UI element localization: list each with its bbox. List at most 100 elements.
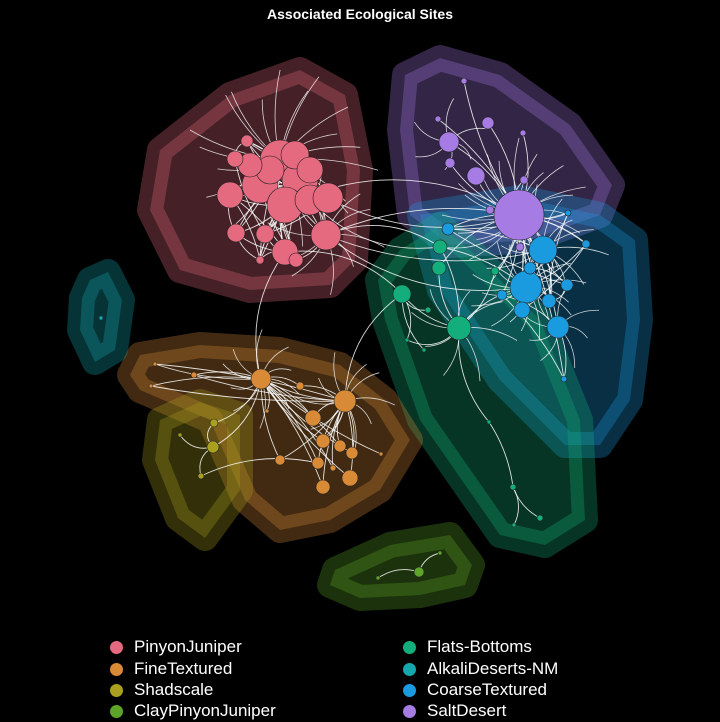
edge (325, 234, 544, 262)
node-coarsetextured (581, 239, 591, 249)
edge (260, 378, 334, 469)
node-flats-bottoms (424, 306, 432, 314)
node-shadscale (209, 418, 219, 428)
node-shadscale (197, 472, 205, 480)
node-shadscale (177, 432, 183, 438)
node-flats-bottoms (446, 315, 472, 341)
node-saltdesert (438, 131, 460, 153)
edge (260, 378, 324, 488)
node-claypinyonjuniper (437, 550, 443, 556)
node-flats-bottoms (509, 483, 517, 491)
node-saltdesert (481, 116, 495, 130)
node-coarsetextured (564, 209, 572, 217)
legend-dot-claypinyonjuniper (110, 704, 123, 718)
node-coarsetextured (528, 235, 558, 265)
node-pinyonjuniper (240, 134, 254, 148)
node-finetextured (274, 454, 286, 466)
node-saltdesert (444, 157, 456, 169)
node-coarsetextured (441, 222, 455, 236)
node-claypinyonjuniper (375, 575, 381, 581)
legend-dot-shadscale (110, 683, 123, 697)
node-finetextured (311, 456, 325, 470)
legend-item-saltdesert: SaltDesert (401, 700, 506, 722)
node-saltdesert (519, 175, 529, 185)
node-finetextured (378, 451, 384, 457)
legend-label: CoarseTextured (427, 680, 548, 699)
node-flats-bottoms (490, 266, 500, 276)
hull-claypinyonjuniper (317, 522, 485, 611)
node-finetextured (295, 381, 305, 391)
node-flats-bottoms (432, 239, 448, 255)
node-saltdesert (493, 189, 545, 241)
node-finetextured (333, 389, 357, 413)
node-coarsetextured (560, 375, 568, 383)
node-pinyonjuniper (296, 156, 324, 184)
node-finetextured (315, 433, 331, 449)
node-coarsetextured (509, 270, 543, 304)
legend-dot-saltdesert (403, 704, 416, 718)
node-coarsetextured (560, 278, 574, 292)
network-nodes (98, 77, 591, 581)
node-coarsetextured (523, 261, 537, 275)
node-flats-bottoms (536, 514, 544, 522)
edge (193, 374, 346, 402)
node-finetextured (345, 446, 359, 460)
chart-title: Associated Ecological Sites (267, 6, 453, 22)
node-flats-bottoms (511, 522, 517, 528)
edge (284, 250, 403, 295)
edge (325, 234, 527, 291)
node-pinyonjuniper (288, 252, 304, 268)
hull-saltdesert (387, 45, 625, 258)
node-pinyonjuniper (255, 255, 265, 265)
node-saltdesert (434, 115, 442, 123)
node-flats-bottoms (404, 337, 410, 343)
node-flats-bottoms (392, 284, 412, 304)
node-saltdesert (519, 129, 527, 137)
edge (200, 458, 319, 477)
node-finetextured (341, 469, 359, 487)
legend-dot-coarsetextured (403, 683, 416, 697)
node-pinyonjuniper (226, 223, 246, 243)
edge (150, 385, 346, 402)
node-flats-bottoms (421, 347, 427, 353)
legend-label: Shadscale (134, 680, 214, 699)
node-alkalideserts-nm (98, 315, 104, 321)
node-saltdesert (466, 166, 486, 186)
node-coarsetextured (513, 301, 531, 319)
hull-flats-bottoms (365, 212, 598, 558)
hull-coarsetextured (407, 185, 653, 458)
node-finetextured (250, 368, 272, 390)
edge (344, 293, 403, 402)
edge (501, 294, 565, 380)
legend-label: SaltDesert (427, 701, 507, 720)
node-finetextured (190, 371, 198, 379)
legend-item-finetextured: FineTextured (108, 658, 232, 680)
node-finetextured (304, 409, 322, 427)
node-finetextured (152, 361, 158, 367)
node-saltdesert (460, 77, 468, 85)
node-finetextured (148, 383, 154, 389)
edge (150, 376, 262, 387)
node-finetextured (264, 408, 270, 414)
legend-dot-flats-bottoms (403, 640, 416, 654)
legend-label: PinyonJuniper (134, 637, 242, 656)
node-pinyonjuniper (312, 182, 344, 214)
legend-item-flats-bottoms: Flats-Bottoms (401, 636, 532, 658)
edge (260, 378, 341, 447)
legend-dot-finetextured (110, 662, 123, 676)
node-finetextured (329, 464, 337, 472)
legend-item-pinyonjuniper: PinyonJuniper (108, 636, 242, 658)
edge (154, 363, 262, 380)
edge (488, 421, 514, 488)
legend-label: AlkaliDeserts-NM (427, 659, 559, 678)
edge (255, 251, 286, 380)
node-shadscale (206, 440, 220, 454)
node-coarsetextured (496, 289, 508, 301)
edge (512, 486, 519, 526)
edge (260, 378, 319, 464)
hull-shadscale (142, 389, 253, 551)
legend-item-coarsetextured: CoarseTextured (401, 679, 547, 701)
node-pinyonjuniper (216, 181, 244, 209)
node-saltdesert (485, 205, 495, 215)
